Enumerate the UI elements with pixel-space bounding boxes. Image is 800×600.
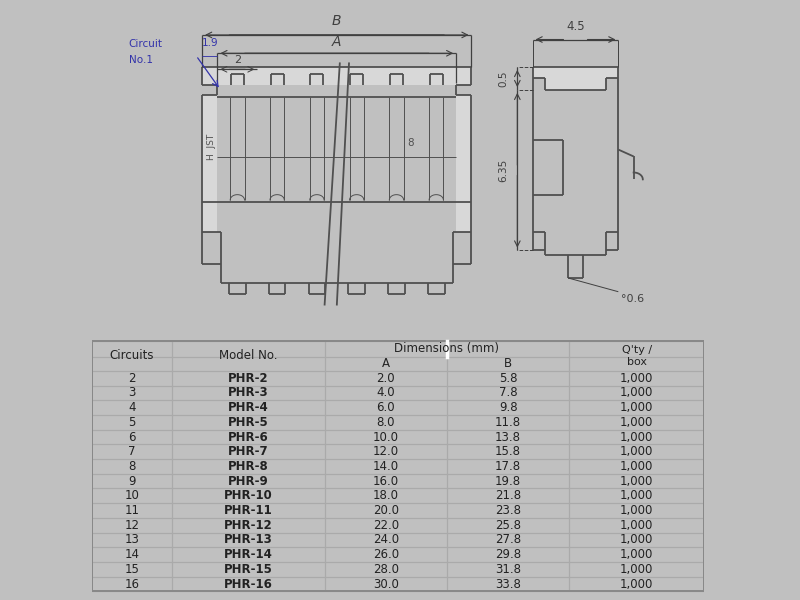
Text: 6.35: 6.35	[498, 158, 508, 182]
Text: 23.8: 23.8	[495, 504, 521, 517]
Text: 14.0: 14.0	[373, 460, 399, 473]
Bar	[456, 95, 471, 232]
Text: Dimensions (mm): Dimensions (mm)	[394, 343, 499, 355]
Bar	[202, 67, 471, 85]
Text: 1,000: 1,000	[620, 533, 654, 547]
Text: 10: 10	[124, 490, 139, 502]
Text: 13.8: 13.8	[495, 431, 521, 443]
Text: 0.5: 0.5	[498, 70, 508, 87]
Bar	[545, 79, 606, 90]
Text: PHR-10: PHR-10	[224, 490, 273, 502]
Text: Circuits: Circuits	[110, 349, 154, 362]
Text: 2: 2	[128, 371, 135, 385]
Text: 29.8: 29.8	[495, 548, 522, 561]
Text: 26.0: 26.0	[373, 548, 399, 561]
Text: A: A	[332, 35, 342, 49]
Text: PHR-15: PHR-15	[224, 563, 273, 576]
Text: PHR-4: PHR-4	[228, 401, 269, 414]
Text: 8: 8	[407, 137, 414, 148]
Text: PHR-16: PHR-16	[224, 578, 273, 590]
Text: 4.0: 4.0	[377, 386, 395, 400]
Text: 1,000: 1,000	[620, 504, 654, 517]
Text: 1,000: 1,000	[620, 519, 654, 532]
Text: H  JST: H JST	[207, 134, 216, 160]
Bar	[202, 95, 218, 232]
Text: 1,000: 1,000	[620, 460, 654, 473]
Text: 2: 2	[234, 55, 241, 65]
Bar	[533, 67, 618, 79]
Text: 11.8: 11.8	[495, 416, 522, 429]
Text: 1,000: 1,000	[620, 578, 654, 590]
Text: 2.0: 2.0	[377, 371, 395, 385]
Text: 14: 14	[124, 548, 139, 561]
Text: 16.0: 16.0	[373, 475, 399, 488]
Text: 28.0: 28.0	[373, 563, 398, 576]
Text: PHR-11: PHR-11	[224, 504, 273, 517]
Text: 15.8: 15.8	[495, 445, 521, 458]
Text: 22.0: 22.0	[373, 519, 399, 532]
Text: 33.8: 33.8	[495, 578, 521, 590]
Text: 1.9: 1.9	[202, 38, 218, 48]
Text: 17.8: 17.8	[495, 460, 522, 473]
Text: °0.6: °0.6	[622, 294, 645, 304]
Text: Q'ty /
box: Q'ty / box	[622, 345, 652, 367]
Text: 4: 4	[128, 401, 135, 414]
Text: 12: 12	[124, 519, 139, 532]
Text: 9.8: 9.8	[499, 401, 518, 414]
Text: 27.8: 27.8	[495, 533, 522, 547]
Text: PHR-14: PHR-14	[224, 548, 273, 561]
Text: 13: 13	[124, 533, 139, 547]
Text: Circuit: Circuit	[129, 39, 162, 49]
Text: 1,000: 1,000	[620, 563, 654, 576]
Text: No.1: No.1	[129, 55, 153, 65]
Text: 1,000: 1,000	[620, 445, 654, 458]
Text: 31.8: 31.8	[495, 563, 521, 576]
Text: 24.0: 24.0	[373, 533, 399, 547]
Text: PHR-2: PHR-2	[228, 371, 268, 385]
Text: 1,000: 1,000	[620, 371, 654, 385]
Text: 5: 5	[128, 416, 135, 429]
Text: 19.8: 19.8	[495, 475, 522, 488]
Text: 20.0: 20.0	[373, 504, 398, 517]
Text: PHR-7: PHR-7	[228, 445, 268, 458]
Text: B: B	[332, 14, 342, 28]
Text: 8: 8	[128, 460, 135, 473]
Text: 9: 9	[128, 475, 135, 488]
Text: 1,000: 1,000	[620, 431, 654, 443]
Text: 30.0: 30.0	[373, 578, 398, 590]
Text: 16: 16	[124, 578, 139, 590]
Text: 10.0: 10.0	[373, 431, 398, 443]
Text: 18.0: 18.0	[373, 490, 398, 502]
Text: B: B	[504, 357, 512, 370]
Text: PHR-9: PHR-9	[228, 475, 269, 488]
Text: 15: 15	[124, 563, 139, 576]
Text: PHR-13: PHR-13	[224, 533, 273, 547]
Text: PHR-12: PHR-12	[224, 519, 273, 532]
Text: 5.8: 5.8	[499, 371, 518, 385]
Text: 4.5: 4.5	[566, 20, 585, 32]
Text: PHR-8: PHR-8	[228, 460, 269, 473]
Text: 1,000: 1,000	[620, 401, 654, 414]
Text: PHR-5: PHR-5	[228, 416, 269, 429]
Text: 8.0: 8.0	[377, 416, 395, 429]
Text: 1,000: 1,000	[620, 416, 654, 429]
Text: 3: 3	[128, 386, 135, 400]
Text: Model No.: Model No.	[219, 349, 278, 362]
Text: PHR-3: PHR-3	[228, 386, 268, 400]
Text: 1,000: 1,000	[620, 475, 654, 488]
Text: 21.8: 21.8	[495, 490, 522, 502]
Text: 6.0: 6.0	[377, 401, 395, 414]
Text: 6: 6	[128, 431, 135, 443]
Text: 11: 11	[124, 504, 139, 517]
Text: 1,000: 1,000	[620, 490, 654, 502]
Text: 7: 7	[128, 445, 135, 458]
Text: 1,000: 1,000	[620, 386, 654, 400]
Text: 7.8: 7.8	[499, 386, 518, 400]
Text: 1,000: 1,000	[620, 548, 654, 561]
Text: 12.0: 12.0	[373, 445, 399, 458]
Text: PHR-6: PHR-6	[228, 431, 269, 443]
Text: A: A	[382, 357, 390, 370]
Text: 25.8: 25.8	[495, 519, 521, 532]
